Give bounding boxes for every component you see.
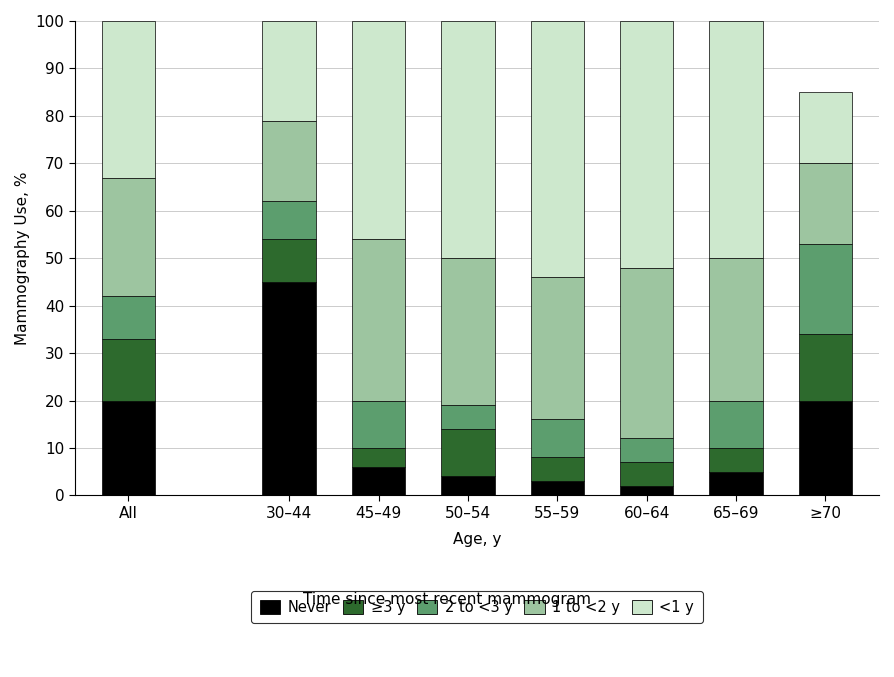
Bar bbox=[709, 21, 763, 258]
Bar bbox=[620, 21, 673, 267]
Bar bbox=[530, 458, 584, 481]
Y-axis label: Mammography Use, %: Mammography Use, % bbox=[15, 171, 30, 345]
Bar bbox=[102, 21, 156, 177]
Bar bbox=[620, 486, 673, 496]
Bar bbox=[798, 163, 852, 244]
Bar bbox=[798, 334, 852, 401]
Bar bbox=[620, 439, 673, 462]
Bar bbox=[441, 21, 494, 258]
Bar bbox=[620, 462, 673, 486]
Bar bbox=[352, 448, 406, 467]
Bar bbox=[798, 401, 852, 496]
Bar bbox=[798, 92, 852, 163]
Bar bbox=[102, 296, 156, 338]
Bar bbox=[709, 258, 763, 401]
Bar bbox=[102, 338, 156, 401]
Bar bbox=[709, 472, 763, 496]
Bar bbox=[620, 267, 673, 439]
Bar bbox=[263, 282, 316, 496]
Bar bbox=[263, 121, 316, 201]
Bar bbox=[441, 429, 494, 477]
Bar bbox=[352, 401, 406, 448]
Bar bbox=[352, 239, 406, 401]
Bar bbox=[102, 177, 156, 296]
Text: Time since most recent mammogram: Time since most recent mammogram bbox=[303, 592, 591, 607]
Bar bbox=[102, 401, 156, 496]
Bar bbox=[709, 448, 763, 472]
Bar bbox=[263, 21, 316, 121]
Bar bbox=[798, 244, 852, 334]
Bar bbox=[352, 21, 406, 239]
Bar bbox=[709, 401, 763, 448]
Bar bbox=[441, 258, 494, 406]
Legend: Never, ≥3 y, 2 to <3 y, 1 to <2 y, <1 y: Never, ≥3 y, 2 to <3 y, 1 to <2 y, <1 y bbox=[251, 591, 703, 624]
Bar bbox=[530, 277, 584, 420]
Bar bbox=[441, 406, 494, 429]
Bar bbox=[530, 21, 584, 277]
Bar bbox=[263, 239, 316, 282]
Bar bbox=[530, 481, 584, 496]
Bar bbox=[352, 467, 406, 496]
X-axis label: Age, y: Age, y bbox=[452, 532, 502, 547]
Bar bbox=[530, 420, 584, 458]
Bar bbox=[263, 201, 316, 239]
Bar bbox=[441, 477, 494, 496]
